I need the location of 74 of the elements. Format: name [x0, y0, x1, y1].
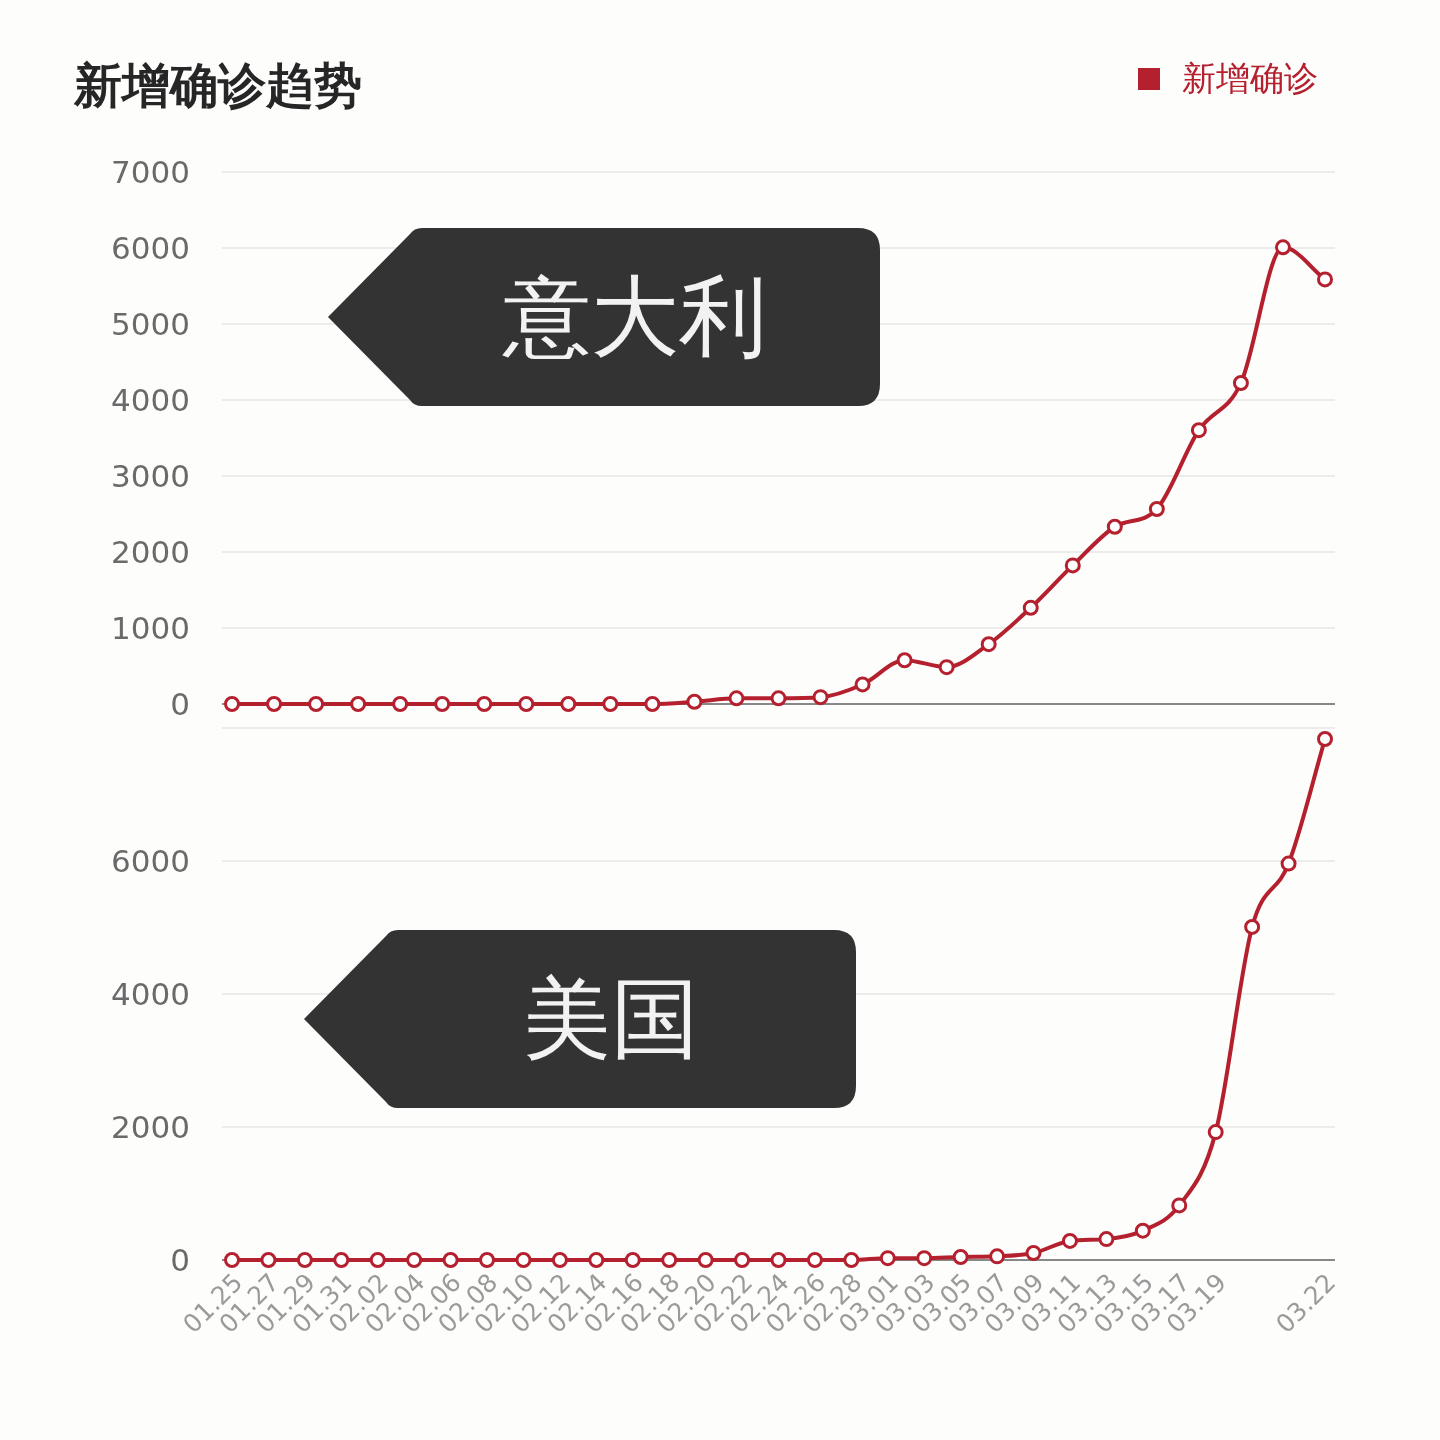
- point: [1274, 239, 1291, 256]
- point: [602, 696, 619, 712]
- y-tick-label: 5000: [111, 306, 190, 342]
- point: [392, 696, 409, 712]
- point: [588, 1252, 605, 1268]
- point: [551, 1252, 568, 1268]
- annotation: 美国: [523, 967, 699, 1070]
- point: [296, 1252, 313, 1268]
- point: [476, 696, 493, 712]
- point: [938, 659, 955, 676]
- point: [728, 690, 745, 707]
- point: [896, 652, 913, 669]
- point: [260, 1252, 277, 1268]
- y-tick-label: 3000: [111, 458, 190, 494]
- point: [1280, 855, 1297, 872]
- point: [697, 1252, 714, 1268]
- y-tick-label: 1000: [111, 610, 190, 646]
- point: [1232, 374, 1249, 391]
- point: [442, 1252, 459, 1268]
- point: [333, 1252, 350, 1268]
- point: [624, 1252, 641, 1268]
- point: [952, 1249, 969, 1266]
- point: [1317, 271, 1333, 288]
- point: [560, 696, 577, 712]
- point: [806, 1252, 823, 1268]
- point: [350, 696, 367, 712]
- legend-label: 新增确诊: [1182, 58, 1318, 98]
- point: [1022, 599, 1039, 616]
- point: [1064, 557, 1081, 574]
- point: [1207, 1124, 1224, 1141]
- point: [980, 636, 997, 653]
- point: [1106, 518, 1123, 535]
- point: [686, 693, 703, 710]
- point: [308, 696, 325, 712]
- point: [770, 1252, 787, 1268]
- point: [224, 696, 240, 712]
- y-tick-label: 2000: [111, 534, 190, 570]
- point: [518, 696, 535, 712]
- point: [1061, 1232, 1078, 1249]
- y-tick-label: 4000: [111, 382, 190, 418]
- chart-title: 新增确诊趋势: [73, 57, 362, 113]
- point: [1171, 1197, 1188, 1214]
- y-tick-label: 6000: [111, 230, 190, 266]
- y-tick-label: 2000: [111, 1109, 190, 1145]
- point: [369, 1252, 386, 1268]
- point: [843, 1252, 860, 1268]
- y-tick-label: 0: [170, 686, 190, 722]
- y-tick-label: 6000: [111, 843, 190, 879]
- y-tick-label: 7000: [111, 154, 190, 190]
- point: [1244, 918, 1261, 935]
- point: [1134, 1222, 1151, 1239]
- point: [644, 696, 661, 712]
- point: [479, 1252, 496, 1268]
- point: [854, 676, 871, 693]
- point: [916, 1250, 933, 1267]
- point: [879, 1250, 896, 1267]
- point: [1317, 730, 1333, 747]
- y-tick-label: 4000: [111, 976, 190, 1012]
- point: [515, 1252, 532, 1268]
- point: [1098, 1231, 1115, 1248]
- point: [661, 1252, 678, 1268]
- point: [266, 696, 283, 712]
- point: [1148, 500, 1165, 517]
- point: [989, 1248, 1006, 1265]
- annotation: 意大利: [502, 265, 767, 368]
- point: [1190, 422, 1207, 439]
- point: [770, 690, 787, 707]
- point: [406, 1252, 423, 1268]
- point: [434, 696, 451, 712]
- point: [1025, 1245, 1042, 1262]
- point: [734, 1252, 751, 1268]
- y-tick-label: 0: [170, 1242, 190, 1278]
- point: [224, 1252, 240, 1268]
- point: [812, 689, 829, 706]
